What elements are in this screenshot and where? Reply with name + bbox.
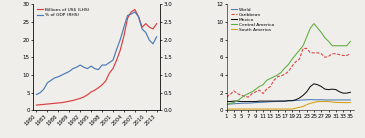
Legend: World, Caribbean, Mexico, Central America, South America: World, Caribbean, Mexico, Central Americ… — [230, 7, 274, 32]
Legend: Billions of US$ (LHS), % of GDP (RHS): Billions of US$ (LHS), % of GDP (RHS) — [36, 7, 90, 18]
